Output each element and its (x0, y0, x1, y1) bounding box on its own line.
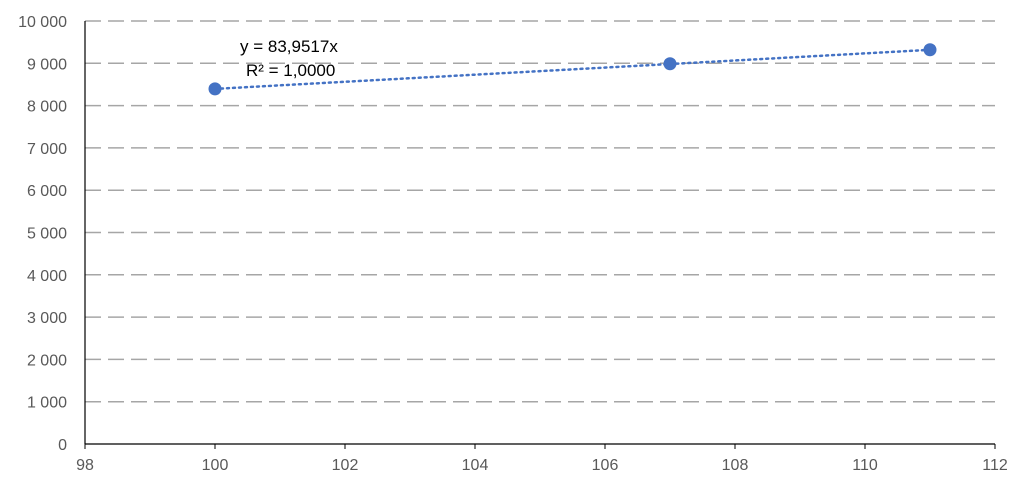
x-tick-label: 104 (462, 457, 489, 474)
data-point (923, 43, 937, 57)
x-tick-label: 108 (722, 457, 749, 474)
tick-labels: 0 1 000 2 000 3 000 4 000 5 000 6 000 7 000 8 00… (18, 14, 1008, 474)
y-tick-label: 9 000 (27, 56, 67, 73)
trendline-group (213, 48, 932, 91)
y-tick-label: 1 000 (27, 395, 67, 412)
x-tick-label: 98 (76, 457, 94, 474)
y-tick-label: 10 000 (18, 14, 67, 31)
data-point (208, 82, 222, 96)
trendline-r2-label: R² = 1,0000 (246, 61, 335, 80)
trendline (213, 48, 932, 91)
data-point (663, 57, 677, 71)
x-tick-label: 100 (202, 457, 229, 474)
y-tick-label: 3 000 (27, 310, 67, 327)
y-tick-label: 7 000 (27, 141, 67, 158)
gridlines (85, 20, 995, 403)
trendline-equation-label: y = 83,9517x (240, 37, 338, 56)
x-tick-label: 106 (592, 457, 619, 474)
data-points (208, 43, 937, 96)
y-tick-label: 4 000 (27, 268, 67, 285)
x-tick-label: 102 (332, 457, 359, 474)
y-tick-label: 2 000 (27, 352, 67, 369)
y-tick-label: 8 000 (27, 99, 67, 116)
y-tick-label: 6 000 (27, 183, 67, 200)
x-tick-label: 112 (982, 457, 1008, 474)
axes (84, 21, 996, 449)
y-tick-label: 0 (58, 437, 67, 454)
y-tick-label: 5 000 (27, 226, 67, 243)
x-tick-label: 110 (852, 457, 878, 474)
